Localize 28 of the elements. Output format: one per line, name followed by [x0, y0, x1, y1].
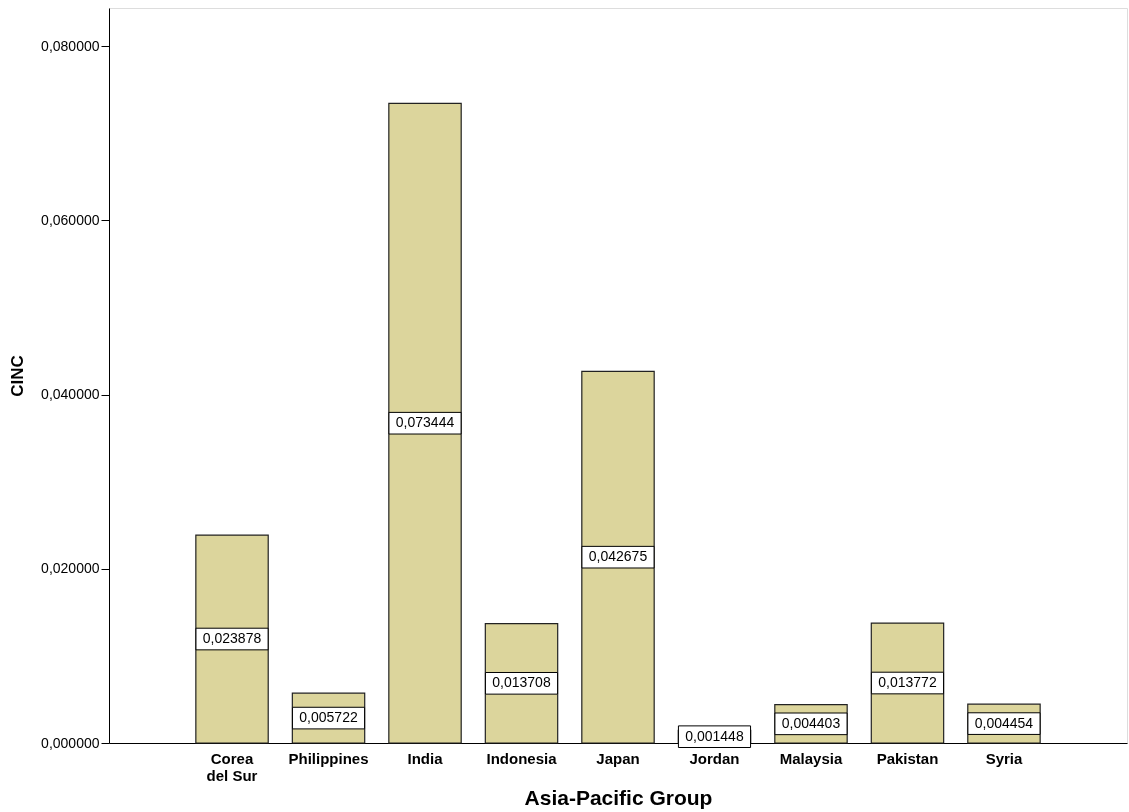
x-tick-label: Malaysia [779, 749, 843, 767]
y-tick-label: 0,060000 [41, 211, 100, 228]
x-tick-label: India [407, 749, 444, 767]
data-label: 0,013708 [492, 674, 551, 691]
y-axis-title: CINC [8, 355, 28, 397]
bar [388, 102, 462, 744]
data-label: 0,013772 [878, 674, 937, 691]
data-label: 0,023878 [202, 630, 262, 647]
x-tick-label: Japan [596, 749, 640, 767]
data-label: 0,005722 [299, 709, 358, 726]
x-tick-label: Corea del Sur [206, 749, 258, 784]
bar [195, 534, 269, 744]
bar [581, 370, 655, 744]
data-label: 0,004403 [781, 714, 841, 731]
x-tick-label: Jordan [689, 749, 740, 767]
y-tick-label: 0,040000 [41, 386, 100, 403]
data-label: 0,004454 [974, 714, 1034, 731]
x-tick-label: Pakistan [876, 749, 939, 767]
x-tick-label: Philippines [288, 749, 369, 767]
x-tick-label: Indonesia [486, 749, 558, 767]
data-label: 0,073444 [395, 414, 455, 431]
x-tick-label: Syria [985, 749, 1023, 767]
x-axis-title: Asia-Pacific Group [524, 785, 713, 809]
data-label: 0,001448 [685, 727, 744, 744]
y-tick-label: 0,000000 [41, 734, 100, 751]
y-tick-label: 0,080000 [41, 37, 100, 54]
data-label: 0,042675 [588, 548, 648, 565]
y-tick-label: 0,020000 [41, 560, 100, 577]
